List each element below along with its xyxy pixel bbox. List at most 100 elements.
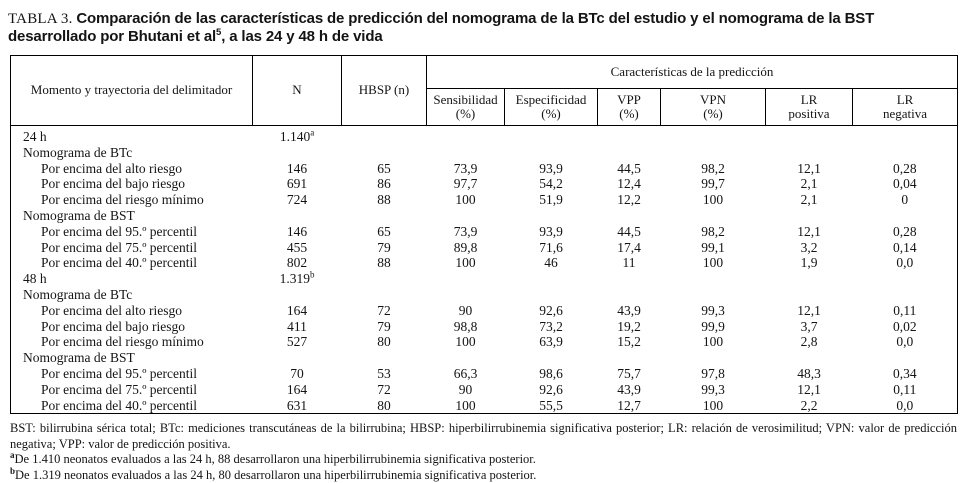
cell-value (853, 287, 958, 303)
footnote-a-marker: a (10, 450, 15, 461)
cell-value: 97,8 (701, 365, 725, 381)
cell-value (766, 126, 853, 145)
cell-value: 63,9 (539, 334, 563, 350)
row-label: Por encima del alto riesgo (41, 302, 182, 318)
table-header: Momento y trayectoria del delimitador N … (10, 55, 959, 126)
cell-value (253, 287, 342, 303)
cell-value: 65 (377, 223, 391, 239)
cell-value: 0,04 (892, 176, 917, 192)
cell-value (661, 126, 766, 145)
cell-value: 411 (287, 318, 307, 334)
cell-value: 0,28 (892, 223, 917, 239)
header-line: VPN (699, 91, 726, 107)
cell-value (598, 145, 661, 161)
column-header-hbsp: HBSP (n) (341, 55, 427, 126)
cell-value (253, 145, 342, 161)
cell-value: 90 (458, 302, 473, 318)
cell-value (766, 350, 853, 366)
table-row: Por encima del 95.º percentil 70 53 66,3 98,… (11, 366, 958, 382)
column-header-vpp: VPP (%) (597, 88, 661, 126)
cell-value: 2,2 (800, 397, 818, 413)
cell-value (342, 145, 427, 161)
cell-value: 46 (544, 255, 558, 271)
cell-value (505, 126, 598, 145)
header-line: (%) (619, 106, 639, 121)
cell-value: 89,8 (453, 239, 478, 255)
cell-value: 2,8 (800, 334, 818, 350)
cell-value: 100 (702, 334, 724, 350)
cell-value: 98,6 (539, 365, 563, 381)
header-line: LR (800, 91, 818, 107)
cell-value: 527 (286, 334, 308, 350)
cell-value (342, 350, 427, 366)
cell-superscript: a (310, 127, 315, 138)
cell-value: 44,5 (617, 223, 641, 239)
cell-value (505, 350, 598, 366)
column-header-vpn: VPN (%) (660, 88, 766, 126)
cell-value (505, 145, 598, 161)
cell-value: 0 (901, 192, 909, 208)
row-label: Por encima del bajo riesgo (41, 318, 185, 334)
cell-value: 12,1 (797, 381, 821, 397)
cell-value: 100 (455, 397, 476, 413)
cell-value: 100 (702, 397, 724, 413)
footnotes: BST: bilirrubina sérica total; BTc: medi… (10, 421, 957, 483)
footnote-a: aDe 1.410 neonatos evaluados a las 24 h,… (10, 450, 957, 468)
cell-value: 79 (377, 318, 391, 334)
cell-value: 53 (377, 365, 391, 381)
cell-value: 88 (377, 255, 391, 271)
row-label: Por encima del alto riesgo (41, 160, 182, 176)
cell-value: 12,1 (797, 223, 821, 239)
cell-value: 51,9 (539, 192, 563, 208)
cell-value: 12,1 (797, 302, 821, 318)
abbreviations-note: BST: bilirrubina sérica total; BTc: medi… (10, 421, 957, 451)
cell-value: 15,2 (617, 334, 641, 350)
table-row: Nomograma de BST (11, 350, 958, 366)
cell-value (598, 350, 661, 366)
footnote-b-marker: b (10, 465, 16, 476)
row-label: Nomograma de BTc (23, 286, 133, 302)
cell-value (342, 287, 427, 303)
cell-value (505, 287, 598, 303)
cell-value: 164 (286, 381, 308, 397)
cell-value (598, 126, 661, 145)
cell-value: 93,9 (539, 223, 563, 239)
cell-value: 55,5 (539, 397, 563, 413)
cell-value: 80 (377, 334, 391, 350)
row-label: Por encima del 95.º percentil (41, 223, 198, 239)
cell-value: 0,0 (896, 255, 914, 271)
cell-value (661, 208, 766, 224)
cell-value: 73,2 (539, 318, 563, 334)
cell-value: 80 (377, 397, 391, 413)
cell-value: 43,9 (617, 381, 641, 397)
cell-value (598, 208, 661, 224)
cell-value (427, 271, 505, 287)
cell-value: 0,11 (893, 381, 917, 397)
table-row: Por encima del riesgo mínimo 527 80 100 63,9… (11, 334, 958, 350)
cell-value: 99,9 (701, 318, 725, 334)
column-header-momento: Momento y trayectoria del delimitador (10, 55, 253, 126)
title-citation-superscript: 5 (216, 27, 222, 38)
cell-value: 12,1 (797, 160, 821, 176)
cell-value: 98,2 (701, 160, 725, 176)
cell-value (505, 208, 598, 224)
cell-value: 88 (377, 192, 391, 208)
cell-value (766, 145, 853, 161)
cell-value (253, 208, 342, 224)
cell-value: 86 (377, 176, 391, 192)
title-main: Comparación de las características de pr… (8, 10, 875, 45)
cell-value: 12,4 (617, 176, 641, 192)
row-label: Por encima del 40.º percentil (41, 255, 198, 271)
cell-value (661, 350, 766, 366)
column-header-lr-positiva: LR positiva (765, 88, 853, 126)
table-row: 48 h 1.319b (11, 271, 958, 287)
table-row: Por encima del 40.º percentil 631 80 100 55,… (11, 398, 958, 414)
cell-value: 0,02 (892, 318, 917, 334)
cell-value: 70 (290, 365, 304, 381)
cell-value: 0,0 (896, 397, 914, 413)
header-line: negativa (883, 106, 928, 121)
cell-value (853, 145, 958, 161)
cell-value (853, 271, 958, 287)
cell-value: 1.319b (279, 271, 315, 287)
